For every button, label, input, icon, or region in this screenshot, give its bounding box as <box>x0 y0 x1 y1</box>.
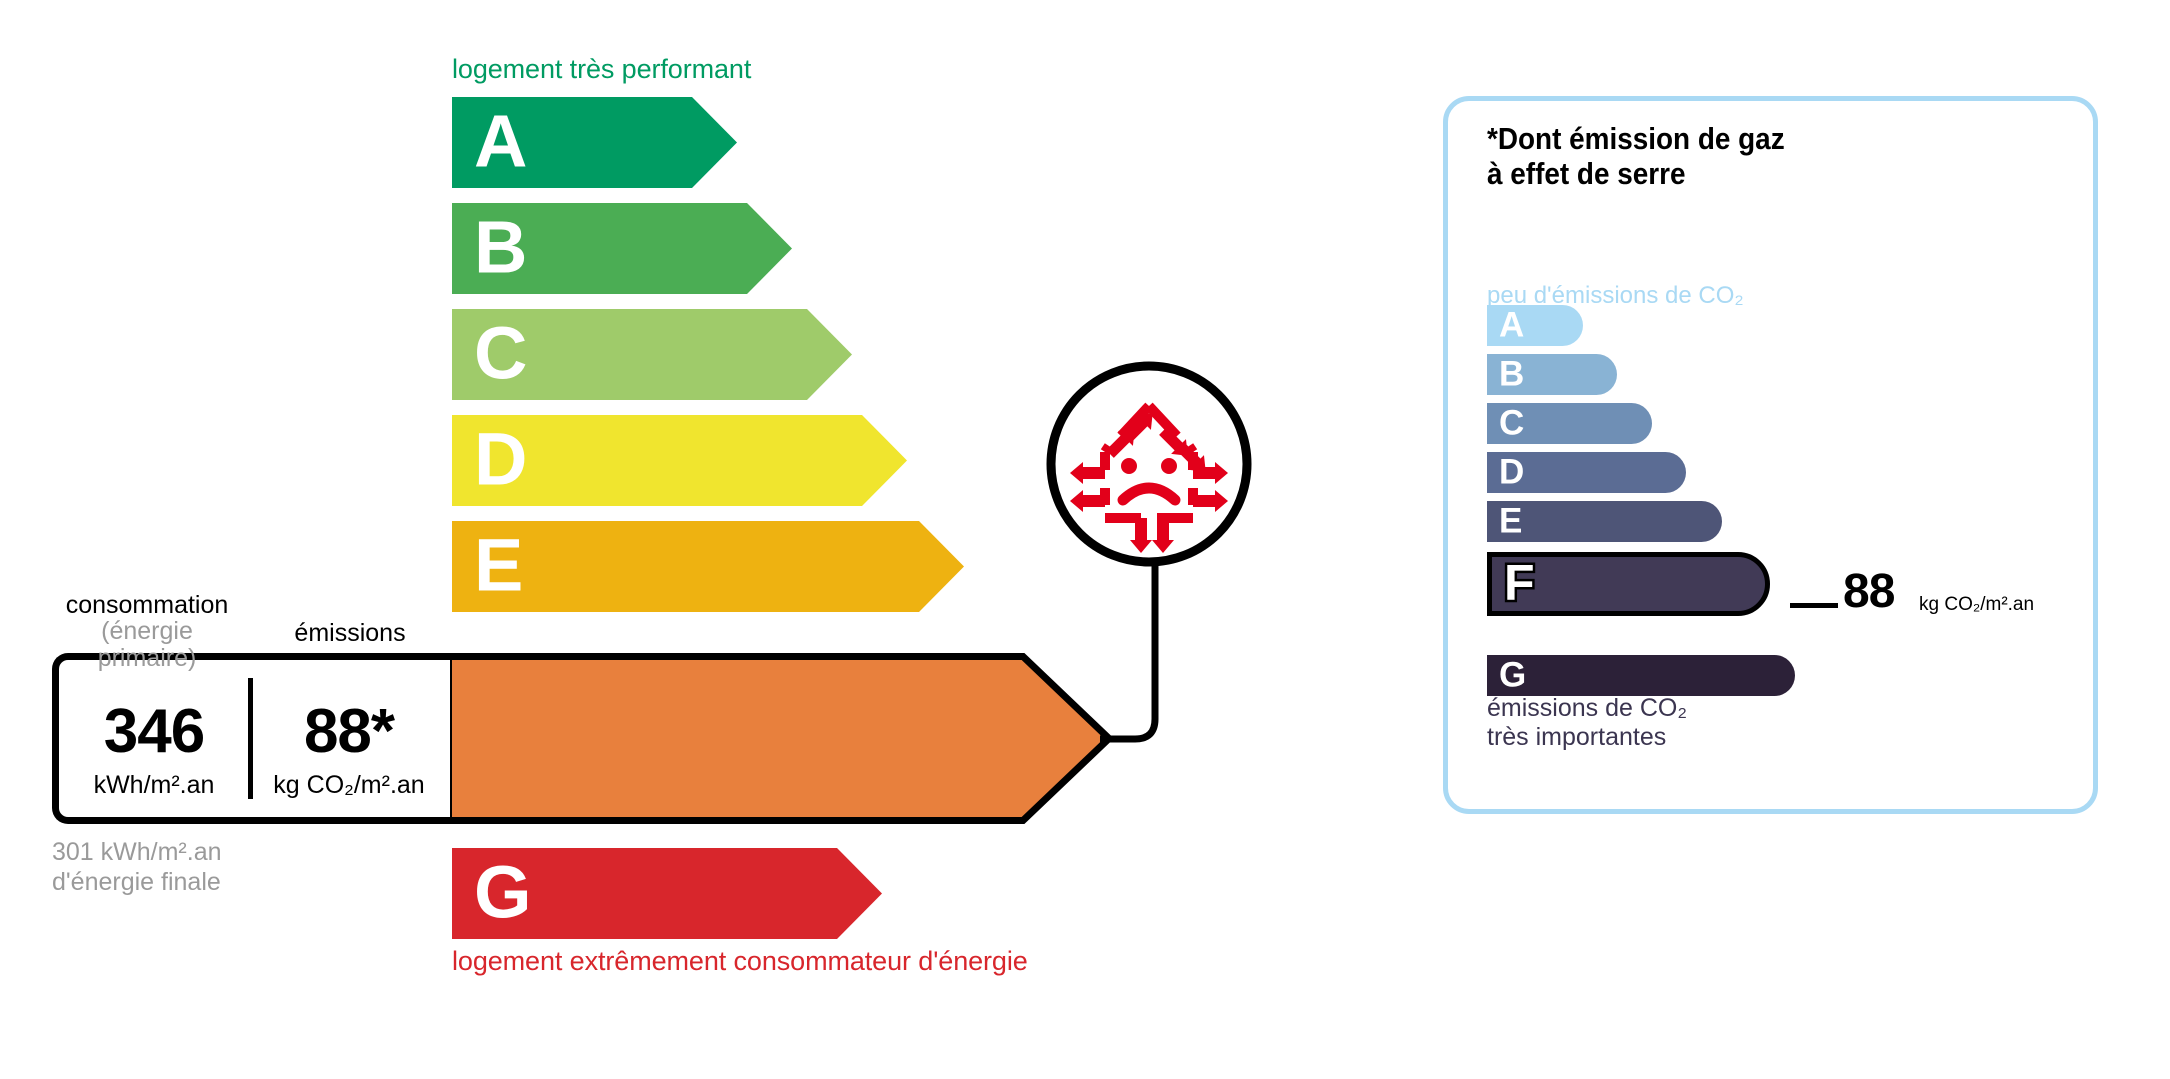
energy-band-g-letter: G <box>474 850 532 934</box>
co2-panel-title-line1: *Dont émission de gaz <box>1487 121 1785 156</box>
consumption-caption: consommation (énergie primaire) <box>52 592 242 671</box>
co2-leader-line <box>1790 603 1838 608</box>
co2-band-f-letter: F <box>1502 554 1537 611</box>
emissions-caption: émissions <box>294 619 406 647</box>
scale-bottom-caption: logement extrêmement consommateur d'éner… <box>452 946 1028 976</box>
co2-band-c-letter: C <box>1499 402 1525 442</box>
co2-panel-title-line2: à effet de serre <box>1487 155 1686 191</box>
co2-band-e-letter: E <box>1499 500 1523 540</box>
primary-energy-unit: kWh/m².an <box>93 771 215 799</box>
co2-band-b-letter: B <box>1499 353 1525 393</box>
energy-band-b-letter: B <box>474 205 528 289</box>
energy-band-a-letter: A <box>474 99 528 183</box>
consumption-caption-line1: consommation <box>65 591 229 619</box>
co2-band-a: A <box>1487 305 1583 346</box>
emission-unit: kg CO₂/m².an <box>273 771 425 799</box>
final-energy-line2: d'énergie finale <box>52 867 221 896</box>
energy-band-e-letter: E <box>474 523 524 607</box>
co2-caption-bottom: émissions de CO₂ très importantes <box>1487 694 1687 752</box>
energy-consumption-scale: logement très performant A B C <box>52 54 1115 976</box>
co2-caption-bottom-line1: émissions de CO₂ <box>1487 694 1688 722</box>
co2-band-b: B <box>1487 354 1617 395</box>
co2-value-unit: kg CO₂/m².an <box>1919 594 2035 615</box>
emission-value: 88* <box>303 697 395 766</box>
co2-panel-title: *Dont émission de gaz à effet de serre <box>1487 121 1865 191</box>
co2-band-d: D <box>1487 452 1686 493</box>
energy-band-f: F <box>441 651 1115 824</box>
co2-caption-bottom-line2: très importantes <box>1487 723 1667 751</box>
co2-band-c: C <box>1487 403 1652 444</box>
energy-band-c-letter: C <box>474 311 528 395</box>
consumption-caption-line2: (énergie primaire) <box>97 617 197 672</box>
co2-band-e: E <box>1487 501 1722 542</box>
primary-energy-cell: 346 kWh/m².an <box>58 653 250 824</box>
primary-energy-value: 346 <box>103 697 205 766</box>
final-energy-line1: 301 kWh/m².an <box>52 838 222 866</box>
badge-connector <box>1100 520 1159 743</box>
scale-top-caption: logement très performant <box>452 54 752 84</box>
co2-band-a-letter: A <box>1499 304 1525 344</box>
co2-band-f: F <box>1487 552 1770 616</box>
heat-loss-badge-icon <box>1043 360 1255 575</box>
co2-band-g: G <box>1487 655 1795 696</box>
energy-band-d-letter: D <box>474 417 528 501</box>
final-energy-caption: 301 kWh/m².an d'énergie finale <box>52 838 222 897</box>
co2-value: 88 <box>1843 565 1895 618</box>
emission-cell: 88* kg CO₂/m².an <box>253 653 445 824</box>
co2-caption-top: peu d'émissions de CO₂ <box>1487 282 1744 309</box>
co2-band-d-letter: D <box>1499 451 1525 491</box>
co2-band-g-letter: G <box>1499 654 1527 694</box>
value-divider <box>248 678 253 799</box>
